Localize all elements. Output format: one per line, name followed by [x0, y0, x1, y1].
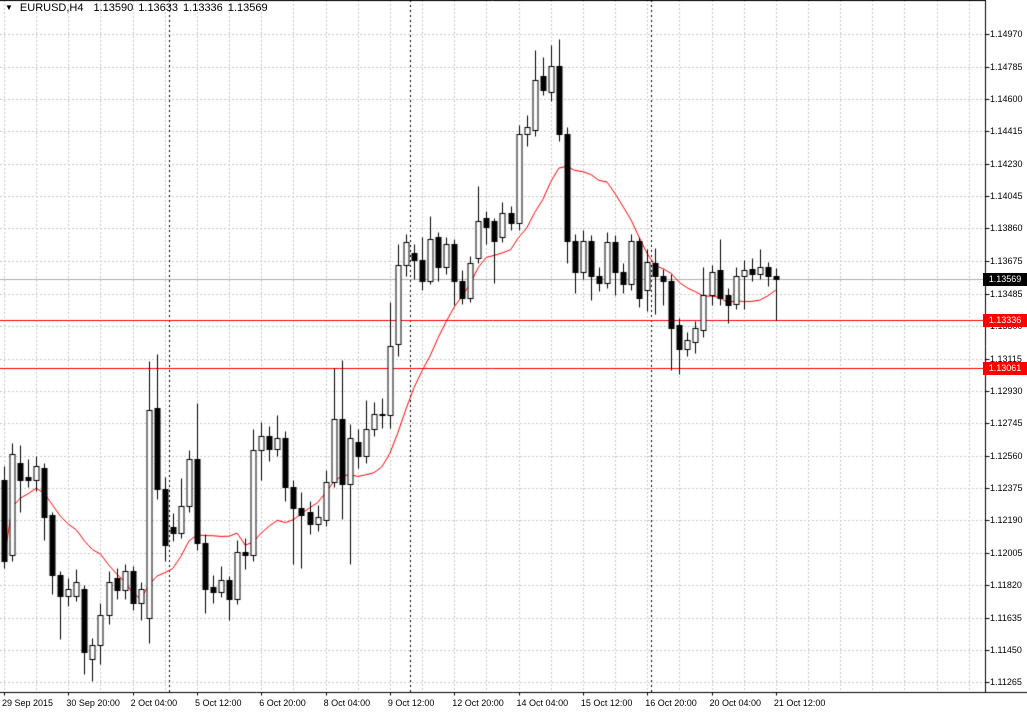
time-axis-label: 16 Oct 20:00	[645, 698, 697, 708]
price-axis-label: 1.12190	[990, 515, 1023, 526]
hline-price-tag-2: 1.13061	[983, 361, 1027, 375]
time-axis-label: 30 Sep 20:00	[66, 698, 120, 708]
quote-close: 1.13569	[227, 2, 268, 14]
price-axis-label: 1.14785	[990, 61, 1023, 72]
price-axis-label: 1.13115	[990, 353, 1022, 364]
price-axis-label: 1.13675	[990, 255, 1023, 266]
price-axis-label: 1.12560	[990, 450, 1023, 461]
current-price-tag: 1.13569	[983, 272, 1027, 286]
hline-price-tag-1: 1.13336	[983, 313, 1027, 327]
price-axis-label: 1.11635	[990, 612, 1022, 623]
price-axis-label: 1.11820	[990, 580, 1022, 591]
price-axis-label: 1.11450	[990, 644, 1022, 655]
price-axis-label: 1.14970	[990, 29, 1023, 40]
quote-open: 1.13590	[93, 2, 134, 14]
time-axis-label: 14 Oct 04:00	[516, 698, 569, 708]
time-axis-label: 29 Sep 2015	[2, 698, 54, 708]
ohlc-marker-icon: ▼	[5, 3, 13, 12]
time-axis-label: 9 Oct 12:00	[387, 698, 435, 708]
chart-quote-ohlc: ▼ EURUSD,H4 1.13590 1.13633 1.13336 1.13569	[5, 2, 273, 14]
time-axis-label: 21 Oct 12:00	[773, 698, 826, 708]
time-axis-label: 2 Oct 04:00	[130, 698, 178, 708]
time-axis-label: 8 Oct 04:00	[323, 698, 371, 708]
time-axis-label: 6 Oct 20:00	[259, 698, 306, 708]
time-axis-label: 15 Oct 12:00	[580, 698, 633, 708]
time-axis-label: 5 Oct 12:00	[194, 698, 242, 708]
price-axis-label: 1.12005	[990, 547, 1023, 558]
price-axis-label: 1.12745	[990, 418, 1023, 429]
price-axis-label: 1.11265	[990, 677, 1022, 688]
price-axis-label: 1.13485	[990, 288, 1023, 299]
price-axis-label: 1.13860	[990, 223, 1023, 234]
price-axis-label: 1.14600	[990, 93, 1023, 104]
quote-low: 1.13336	[183, 2, 223, 14]
price-axis-label: 1.12375	[990, 483, 1023, 494]
price-axis-label: 1.14230	[990, 158, 1023, 169]
price-axis-label: 1.14415	[990, 126, 1023, 137]
time-axis-label: 12 Oct 20:00	[452, 698, 504, 708]
time-axis-label: 20 Oct 04:00	[709, 698, 762, 708]
price-axis-label: 1.12930	[990, 386, 1023, 396]
quote-high: 1.13633	[138, 2, 179, 14]
symbol-period-label: EURUSD,H4	[19, 2, 84, 14]
price-axis-label: 1.14045	[990, 190, 1023, 201]
